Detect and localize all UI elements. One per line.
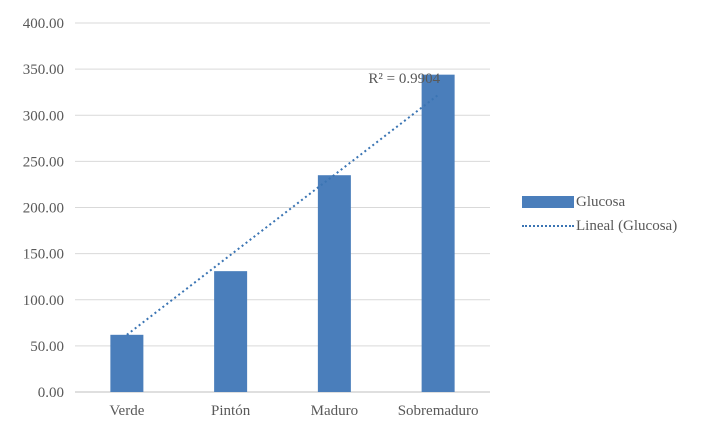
y-tick-label: 400.00 bbox=[23, 16, 64, 32]
bar bbox=[421, 74, 455, 392]
y-axis-ticks: 0.00 50.00 100.00 150.00 200.00 250.00 300.00 3… bbox=[23, 16, 64, 401]
y-tick-label: 50.00 bbox=[30, 339, 64, 355]
legend: Glucosa Lineal (Glucosa) bbox=[522, 190, 677, 238]
x-tick-label: Maduro bbox=[311, 403, 359, 419]
x-axis-ticks: Verde Pintón Maduro Sobremaduro bbox=[109, 403, 478, 419]
bars bbox=[110, 74, 455, 392]
y-tick-label: 200.00 bbox=[23, 201, 64, 217]
bar bbox=[317, 175, 351, 392]
y-tick-label: 100.00 bbox=[23, 293, 64, 309]
gridlines bbox=[75, 22, 490, 393]
legend-line-swatch bbox=[522, 225, 574, 227]
y-tick-label: 0.00 bbox=[38, 385, 64, 401]
x-tick-label: Pintón bbox=[211, 403, 251, 419]
legend-item-glucosa: Glucosa bbox=[522, 190, 677, 214]
bar bbox=[214, 271, 248, 392]
y-tick-label: 300.00 bbox=[23, 108, 64, 124]
y-tick-label: 350.00 bbox=[23, 62, 64, 78]
x-tick-label: Sobremaduro bbox=[398, 403, 479, 419]
bar bbox=[110, 334, 144, 392]
legend-label-trendline: Lineal (Glucosa) bbox=[576, 217, 678, 234]
r-squared-label: R² = 0.9904 bbox=[368, 71, 440, 87]
legend-label-glucosa: Glucosa bbox=[576, 193, 626, 210]
legend-item-trendline: Lineal (Glucosa) bbox=[522, 214, 677, 238]
y-tick-label: 250.00 bbox=[23, 154, 64, 170]
trendline bbox=[126, 94, 439, 336]
legend-bar-swatch bbox=[522, 196, 574, 208]
y-tick-label: 150.00 bbox=[23, 247, 64, 263]
x-tick-label: Verde bbox=[109, 403, 144, 419]
